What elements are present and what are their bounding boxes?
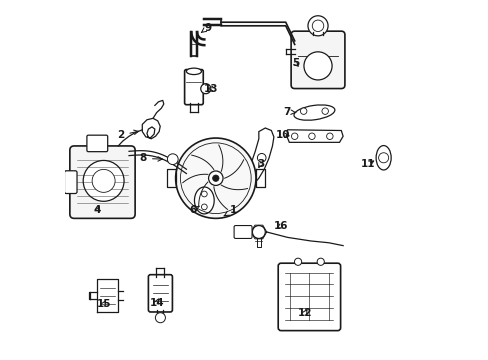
Text: 12: 12 xyxy=(297,309,311,318)
Text: 8: 8 xyxy=(140,153,162,163)
Ellipse shape xyxy=(293,105,334,120)
FancyBboxPatch shape xyxy=(70,146,135,219)
FancyBboxPatch shape xyxy=(87,135,107,152)
Ellipse shape xyxy=(194,187,214,214)
Circle shape xyxy=(291,133,297,139)
Circle shape xyxy=(201,204,207,210)
Text: 7: 7 xyxy=(283,107,296,117)
FancyBboxPatch shape xyxy=(184,69,203,105)
Text: 15: 15 xyxy=(97,299,111,309)
Circle shape xyxy=(294,258,301,265)
Polygon shape xyxy=(286,130,343,142)
Circle shape xyxy=(175,138,255,219)
Circle shape xyxy=(317,258,324,265)
Text: 6: 6 xyxy=(188,206,199,216)
Text: 1: 1 xyxy=(224,206,236,216)
Circle shape xyxy=(326,133,332,139)
Circle shape xyxy=(300,108,306,114)
Text: 10: 10 xyxy=(275,130,290,140)
Circle shape xyxy=(83,161,124,201)
Ellipse shape xyxy=(375,145,390,170)
Text: 16: 16 xyxy=(273,221,288,231)
Circle shape xyxy=(212,175,219,181)
FancyBboxPatch shape xyxy=(148,275,172,312)
Text: 5: 5 xyxy=(291,58,299,68)
Circle shape xyxy=(201,84,210,94)
Circle shape xyxy=(308,133,314,139)
Circle shape xyxy=(201,191,207,197)
Text: 3: 3 xyxy=(257,159,264,169)
Text: 4: 4 xyxy=(94,206,101,216)
Text: 13: 13 xyxy=(204,84,218,94)
FancyBboxPatch shape xyxy=(278,263,340,330)
FancyBboxPatch shape xyxy=(64,171,77,194)
Ellipse shape xyxy=(186,68,201,75)
Text: 14: 14 xyxy=(149,298,163,308)
Circle shape xyxy=(378,153,388,163)
Circle shape xyxy=(252,226,265,238)
Circle shape xyxy=(167,154,178,165)
Text: 9: 9 xyxy=(201,23,211,33)
Circle shape xyxy=(257,153,265,162)
Circle shape xyxy=(304,52,331,80)
Circle shape xyxy=(312,20,323,32)
Text: 11: 11 xyxy=(360,159,375,169)
FancyBboxPatch shape xyxy=(290,31,344,89)
Circle shape xyxy=(92,170,115,192)
Circle shape xyxy=(208,171,223,185)
Circle shape xyxy=(155,313,165,323)
Circle shape xyxy=(321,108,328,114)
FancyBboxPatch shape xyxy=(234,226,251,238)
Text: 2: 2 xyxy=(117,130,138,140)
Circle shape xyxy=(307,16,327,36)
